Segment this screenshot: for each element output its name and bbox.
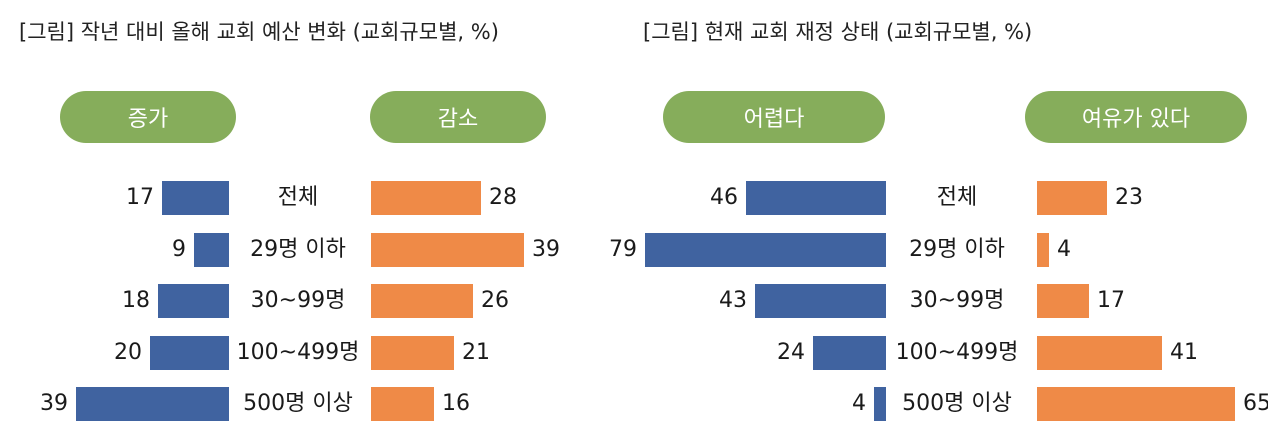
bar-right: [371, 284, 473, 318]
value-label-right: 4: [1057, 236, 1071, 262]
bar-left: [755, 284, 886, 318]
bar-right: [371, 387, 434, 421]
bar-row: 79 29명 이하 4: [609, 232, 1268, 267]
bar-left: [150, 335, 229, 370]
bar-left: [874, 387, 886, 421]
chart-title: [그림] 작년 대비 올해 교회 예산 변화 (교회규모별, %): [19, 20, 499, 44]
bar-left: [746, 181, 886, 215]
category-label: 30~99명: [250, 288, 346, 313]
value-label-left: 17: [126, 185, 154, 210]
category-label: 500명 이상: [243, 391, 353, 416]
bar-row: 24 100~499명 41: [620, 335, 1268, 370]
value-label-left: 79: [609, 236, 637, 262]
bar-row: 4 500명 이상 65: [620, 387, 1268, 421]
value-label-left: 24: [777, 339, 805, 365]
value-label-right: 21: [462, 339, 490, 365]
category-label: 29명 이하: [909, 236, 1005, 262]
bar-right: [371, 335, 454, 370]
category-label: 30~99명: [909, 288, 1005, 313]
value-label-left: 4: [852, 391, 866, 416]
bar-row: 17 전체 28: [0, 181, 620, 215]
value-label-left: 18: [122, 288, 150, 313]
bar-row: 43 30~99명 17: [620, 284, 1268, 318]
category-label: 100~499명: [236, 339, 360, 365]
category-label: 전체: [277, 185, 319, 210]
legend-pill-right: 여유가 있다: [1025, 91, 1247, 143]
value-label-right: 28: [489, 185, 517, 210]
category-label: 29명 이하: [250, 236, 346, 262]
legend-pill-left: 어렵다: [663, 91, 885, 143]
value-label-right: 39: [532, 236, 560, 262]
value-label-right: 16: [442, 391, 470, 416]
value-label-left: 39: [40, 391, 68, 416]
bar-left: [162, 181, 229, 215]
value-label-right: 23: [1115, 185, 1143, 210]
bar-row: 9 29명 이하 39: [0, 232, 620, 267]
bar-right: [1037, 284, 1089, 318]
bar-right: [371, 181, 481, 215]
category-label: 100~499명: [895, 339, 1019, 365]
value-label-left: 46: [710, 185, 738, 210]
bar-row: 20 100~499명 21: [0, 335, 620, 370]
bar-right: [1037, 387, 1235, 421]
value-label-right: 41: [1170, 339, 1198, 365]
finance-status-chart: [그림] 현재 교회 재정 상태 (교회규모별, %) 어렵다 여유가 있다 4…: [609, 0, 1268, 444]
value-label-right: 65: [1243, 391, 1268, 416]
bar-right: [1037, 181, 1107, 215]
value-label-left: 9: [172, 236, 186, 262]
bar-left: [813, 335, 886, 370]
legend-pill-left: 증가: [60, 91, 236, 143]
value-label-right: 17: [1097, 288, 1125, 313]
bar-left: [158, 284, 229, 318]
legend-pill-right: 감소: [370, 91, 546, 143]
bar-row: 46 전체 23: [620, 181, 1268, 215]
bar-left: [645, 232, 886, 267]
value-label-left: 43: [719, 288, 747, 313]
bar-left: [194, 232, 229, 267]
category-label: 500명 이상: [902, 391, 1012, 416]
bar-row: 18 30~99명 26: [0, 284, 620, 318]
value-label-left: 20: [114, 339, 142, 365]
bar-right: [1037, 335, 1162, 370]
bar-right: [1037, 232, 1049, 267]
bar-left: [76, 387, 229, 421]
chart-title: [그림] 현재 교회 재정 상태 (교회규모별, %): [643, 20, 1033, 44]
bar-row: 39 500명 이상 16: [0, 387, 620, 421]
value-label-right: 26: [481, 288, 509, 313]
category-label: 전체: [936, 185, 978, 210]
budget-change-chart: [그림] 작년 대비 올해 교회 예산 변화 (교회규모별, %) 증가 감소 …: [0, 0, 620, 444]
bar-right: [371, 232, 524, 267]
